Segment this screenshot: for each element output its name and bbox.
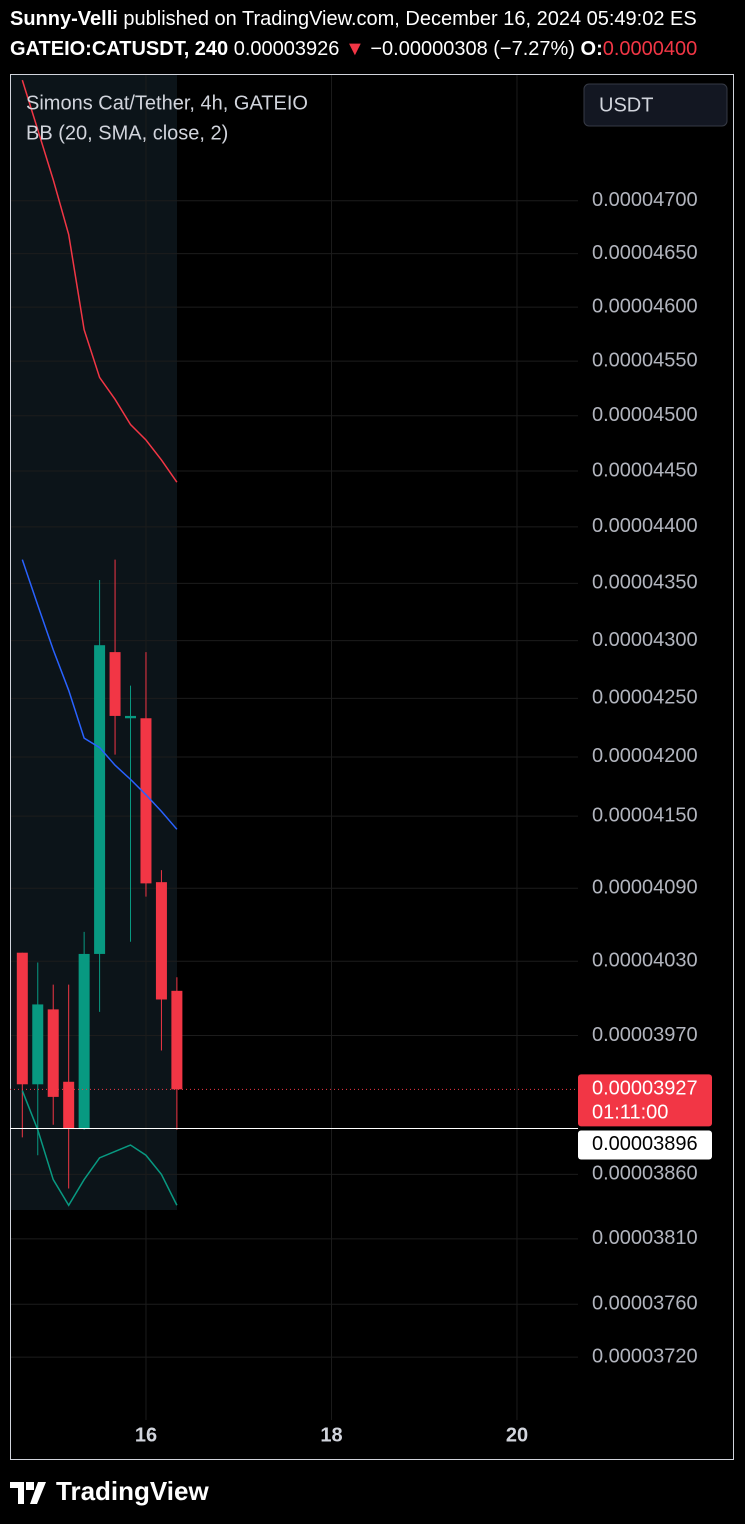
publish-info: published on TradingView.com, December 1… bbox=[123, 8, 697, 30]
frame bbox=[10, 74, 734, 1460]
y-tick-label: 0.00003760 bbox=[592, 1293, 698, 1315]
publish-line: Sunny-Velli published on TradingView.com… bbox=[10, 8, 745, 31]
x-tick-label: 16 bbox=[135, 1424, 157, 1446]
author: Sunny-Velli bbox=[10, 8, 118, 30]
y-tick-label: 0.00004650 bbox=[592, 242, 698, 264]
bb-upper bbox=[21, 79, 178, 483]
y-tick-label: 0.00004550 bbox=[592, 349, 698, 371]
countdown: 01:11:00 bbox=[592, 1102, 668, 1124]
candle-body bbox=[171, 990, 183, 1090]
indicator-label: BB (20, SMA, close, 2) bbox=[26, 122, 228, 144]
candle-body bbox=[155, 882, 167, 1000]
open-value: 0.0000400 bbox=[602, 38, 698, 60]
last-price-tag bbox=[578, 1074, 712, 1127]
brand: TradingView bbox=[56, 1476, 209, 1506]
candle-body bbox=[78, 953, 90, 1129]
candle-body bbox=[125, 715, 137, 719]
y-tick-label: 0.00004350 bbox=[592, 572, 698, 594]
currency-button[interactable] bbox=[583, 83, 728, 127]
change: −0.00000308 (−7.27%) bbox=[370, 38, 575, 60]
y-tick-label: 0.00004200 bbox=[592, 745, 698, 767]
y-tick-label: 0.00004700 bbox=[592, 189, 698, 211]
candle-body bbox=[32, 1004, 44, 1085]
y-tick-label: 0.00004250 bbox=[592, 687, 698, 709]
marks bbox=[16, 79, 183, 1207]
candle-body bbox=[47, 1009, 59, 1097]
down-arrow: ▼ bbox=[344, 38, 365, 60]
chart-title: Simons Cat/Tether, 4h, GATEIO bbox=[26, 92, 308, 114]
y-tick-label: 0.00004030 bbox=[592, 950, 698, 972]
y-tick-label: 0.00004090 bbox=[592, 876, 698, 898]
candle-body bbox=[109, 652, 121, 716]
price-line-label: 0.00003896 bbox=[592, 1133, 698, 1155]
x-tick-label: 18 bbox=[320, 1424, 342, 1446]
y-tick-label: 0.00003970 bbox=[592, 1024, 698, 1046]
y-tick-label: 0.00003720 bbox=[592, 1345, 698, 1367]
last-price-label: 0.00003927 bbox=[592, 1078, 698, 1100]
y-tick-label: 0.00004150 bbox=[592, 804, 698, 826]
price: 0.00003926 bbox=[233, 38, 340, 60]
open-label: O: bbox=[580, 38, 603, 60]
bb-basis bbox=[21, 559, 178, 830]
x-tick-label: 20 bbox=[506, 1424, 528, 1446]
candle-body bbox=[94, 645, 106, 954]
y-tick-label: 0.00004450 bbox=[592, 459, 698, 481]
candle-body bbox=[16, 952, 28, 1085]
y-tick-label: 0.00004500 bbox=[592, 404, 698, 426]
candle-body bbox=[140, 718, 152, 884]
y-tick-label: 0.00004400 bbox=[592, 515, 698, 537]
candle-body bbox=[63, 1081, 75, 1129]
y-tick-label: 0.00004600 bbox=[592, 295, 698, 317]
logo: TradingView bbox=[10, 1476, 209, 1506]
currency[interactable]: USDT bbox=[599, 94, 653, 116]
grid bbox=[10, 74, 578, 1420]
symbol: GATEIO:CATUSDT, 240 bbox=[10, 38, 229, 60]
price-line-tag bbox=[578, 1130, 712, 1160]
bb-lower bbox=[21, 1090, 178, 1207]
y-tick-label: 0.00003810 bbox=[592, 1227, 698, 1249]
symbol-line: GATEIO:CATUSDT, 240 0.00003926 ▼ −0.0000… bbox=[10, 38, 745, 61]
y-tick-label: 0.00004300 bbox=[592, 629, 698, 651]
y-tick-label: 0.00003860 bbox=[592, 1163, 698, 1185]
logo-icon bbox=[10, 1482, 46, 1504]
